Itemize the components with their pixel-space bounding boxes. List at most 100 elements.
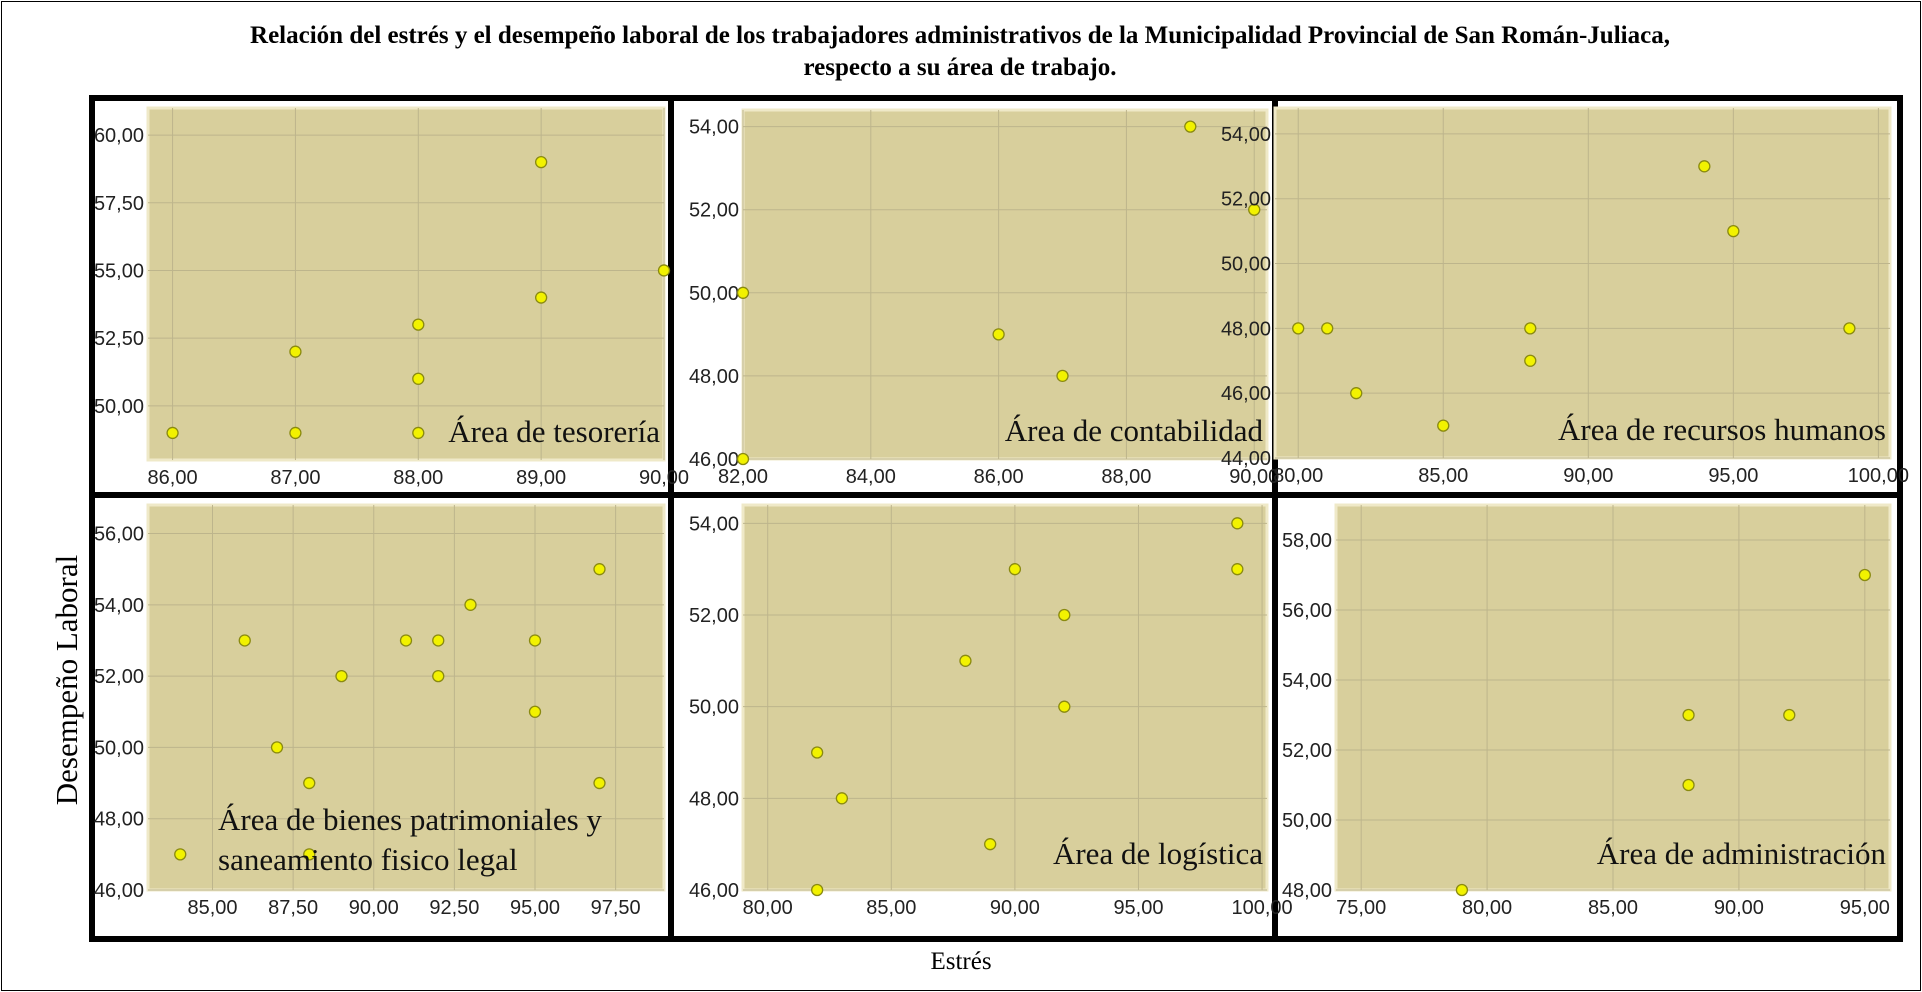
data-point [528,634,542,647]
y-tick-label: 48,00 [689,788,739,810]
data-point [528,705,542,718]
x-tick-label: 90,00 [639,467,689,489]
y-tick-label: 56,00 [1282,600,1332,622]
x-tick-label: 87,00 [270,467,320,489]
data-point [432,634,445,647]
x-tick-label: 86,00 [974,466,1024,488]
scatter-contabilidad: 82,00 84,00 86,00 88,00 90,00 46,00 48,00 50,00… [689,108,1279,488]
x-tick-label: 89,00 [516,467,566,489]
data-point [811,746,824,759]
data-point [303,776,316,790]
x-tick-label: 100,00 [1848,465,1909,487]
data-point [1524,354,1537,367]
data-point [303,848,316,861]
x-tick-label: 97,50 [591,897,641,919]
x-tick-label: 88,00 [393,467,443,489]
data-point [1231,563,1244,576]
y-tick-label: 46,00 [1221,383,1271,405]
figure-title: Relación del estrés y el desempeño labor… [20,20,1900,84]
x-tick-label: 85,00 [187,897,237,919]
title-line-1: Relación del estrés y el desempeño labor… [250,22,1670,49]
data-point [1184,120,1197,133]
x-tick-label: 88,00 [1101,466,1151,488]
title-line-2: respecto a su área de trabajo. [803,54,1117,81]
plot-area [146,106,666,462]
data-point [811,883,824,897]
data-point [835,792,849,805]
x-tick-label: 95,00 [1708,465,1758,487]
plot-area [741,108,1269,461]
x-tick-label: 90,00 [349,897,399,919]
y-tick-label: 58,00 [1282,530,1332,552]
data-point [534,156,548,169]
data-point [464,598,477,611]
x-tick-label: 80,00 [743,897,793,919]
data-point [412,426,425,440]
data-point [1727,224,1740,238]
y-tick-label: 46,00 [94,880,144,902]
scatter-recursos-humanos: 80,00 85,00 90,00 95,00 100,00 44,00 46,00 48,0… [1221,106,1909,487]
y-tick-label: 50,00 [94,737,144,759]
data-point [432,669,445,683]
data-point [1058,608,1071,622]
y-axis-label: Desempeño Laboral [49,554,84,806]
plot-area [741,503,1269,892]
y-tick-label: 48,00 [94,809,144,831]
y-tick-label: 55,00 [94,260,144,282]
data-point [399,634,413,647]
x-tick-label: 75,00 [1336,897,1386,919]
panel-label: Área de tesorería [448,414,660,449]
x-tick-label: 95,00 [510,897,560,919]
data-point [1843,322,1856,335]
y-tick-label: 54,00 [1221,124,1271,146]
data-point [1008,563,1022,576]
data-point [174,848,187,861]
y-tick-label: 52,00 [689,605,739,627]
x-tick-label: 85,00 [866,897,916,919]
y-tick-label: 60,00 [94,125,144,147]
data-point [1858,568,1871,582]
data-point [1682,708,1695,722]
y-tick-label: 52,00 [1221,189,1271,211]
scatter-tesoreria: 86,00 87,00 88,00 89,00 90,00 50,00 52,50 55,00… [94,106,689,489]
data-point [1437,419,1450,432]
y-tick-label: 50,00 [1221,254,1271,276]
panel-divider-v1 [668,95,674,942]
data-point [335,669,348,683]
x-tick-label: 95,00 [1840,897,1890,919]
data-point [657,264,671,277]
x-tick-label: 95,00 [1113,897,1163,919]
data-point [1292,322,1305,335]
scatter-logistica: 80,00 85,00 90,00 95,00 100,00 46,00 48,00 50,0… [689,503,1293,919]
y-tick-label: 44,00 [1221,448,1271,470]
x-tick-label: 90,00 [1563,465,1613,487]
y-tick-label: 48,00 [689,366,739,388]
data-point [289,345,302,358]
x-tick-label: 86,00 [148,467,198,489]
y-tick-label: 56,00 [94,524,144,546]
data-point [289,426,302,440]
data-point [593,563,606,576]
y-tick-label: 52,00 [1282,740,1332,762]
data-point [736,286,750,299]
panel-label: Área de contabilidad [1005,413,1264,448]
x-tick-label: 90,00 [1714,897,1764,919]
x-tick-label: 80,00 [1273,465,1323,487]
plot-area [1273,106,1892,460]
x-tick-label: 85,00 [1588,897,1638,919]
scatter-administracion: 75,00 80,00 85,00 90,00 95,00 48,00 50,00 52,00… [1282,503,1892,919]
x-tick-label: 90,00 [990,897,1040,919]
x-axis-label: Estrés [930,948,992,975]
panel-label: Área de logística [1053,836,1263,871]
y-tick-label: 48,00 [1282,880,1332,902]
data-point [1056,369,1069,383]
data-point [1248,203,1261,216]
data-point [534,291,548,304]
scatter-bienes-patrimoniales: 85,00 87,50 90,00 92,50 95,00 97,50 46,00 48,00… [94,503,666,919]
x-tick-label: 84,00 [846,466,896,488]
data-point [166,426,179,440]
data-point [270,741,284,754]
data-point [1231,517,1244,530]
x-tick-label: 92,50 [429,897,479,919]
data-point [1058,700,1071,713]
